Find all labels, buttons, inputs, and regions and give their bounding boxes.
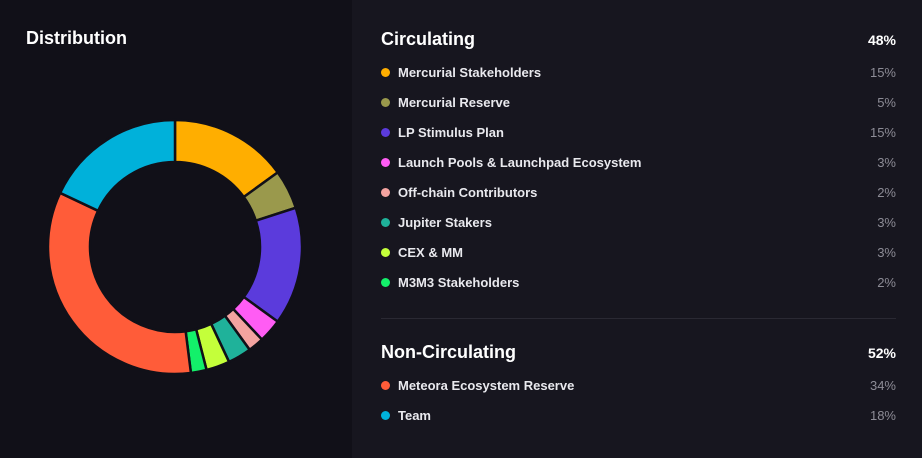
section-total-non-circulating: 52% [867, 345, 896, 361]
legend-dot-icon [381, 247, 390, 257]
section-title-non-circulating: Non-Circulating [381, 342, 516, 362]
legend-dot-icon [381, 217, 390, 227]
donut-slice [46, 191, 193, 376]
legend-item: Team 18% [381, 405, 896, 425]
chart-title: Distribution [26, 28, 127, 48]
donut-chart [46, 118, 304, 376]
legend-item: Launch Pools & Launchpad Ecosystem 3% [381, 152, 896, 172]
legend-item: Mercurial Stakeholders 15% [381, 62, 896, 82]
legend-value: 3% [877, 154, 896, 170]
legend-dot-icon [381, 67, 390, 77]
legend-value: 2% [877, 184, 896, 200]
legend-item: CEX & MM 3% [381, 242, 896, 262]
legend-item: LP Stimulus Plan 15% [381, 122, 896, 142]
legend-label: Off-chain Contributors [398, 184, 538, 200]
legend-value: 2% [877, 274, 896, 290]
legend-dot-icon [381, 410, 390, 420]
donut-slice [58, 118, 177, 213]
divider [381, 318, 896, 319]
legend-label: Mercurial Stakeholders [398, 64, 542, 80]
legend-label: LP Stimulus Plan [398, 124, 504, 140]
legend-panel: Circulating 48% Non-Circulating 52% Merc… [352, 0, 922, 458]
legend-dot-icon [381, 97, 390, 107]
legend-label: Launch Pools & Launchpad Ecosystem [398, 154, 642, 170]
distribution-panel: Distribution [0, 0, 352, 458]
legend-item: M3M3 Stakeholders 2% [381, 272, 896, 292]
section-total-circulating: 48% [867, 32, 896, 48]
legend-dot-icon [381, 187, 390, 197]
legend-value: 34% [869, 377, 896, 393]
legend-dot-icon [381, 157, 390, 167]
legend-value: 3% [877, 214, 896, 230]
section-title-circulating: Circulating [381, 29, 476, 49]
legend-dot-icon [381, 277, 390, 287]
legend-item: Mercurial Reserve 5% [381, 92, 896, 112]
legend-label: CEX & MM [398, 244, 463, 260]
legend-label: Meteora Ecosystem Reserve [398, 377, 575, 393]
legend-item: Off-chain Contributors 2% [381, 182, 896, 202]
legend-item: Meteora Ecosystem Reserve 34% [381, 375, 896, 395]
legend-value: 3% [877, 244, 896, 260]
legend-label: M3M3 Stakeholders [398, 274, 520, 290]
legend-label: Team [398, 407, 431, 423]
legend-value: 15% [869, 124, 896, 140]
legend-value: 18% [869, 407, 896, 423]
legend-value: 15% [869, 64, 896, 80]
legend-item: Jupiter Stakers 3% [381, 212, 896, 232]
legend-label: Mercurial Reserve [398, 94, 511, 110]
legend-dot-icon [381, 380, 390, 390]
legend-value: 5% [877, 94, 896, 110]
legend-label: Jupiter Stakers [398, 214, 492, 230]
legend-dot-icon [381, 127, 390, 137]
